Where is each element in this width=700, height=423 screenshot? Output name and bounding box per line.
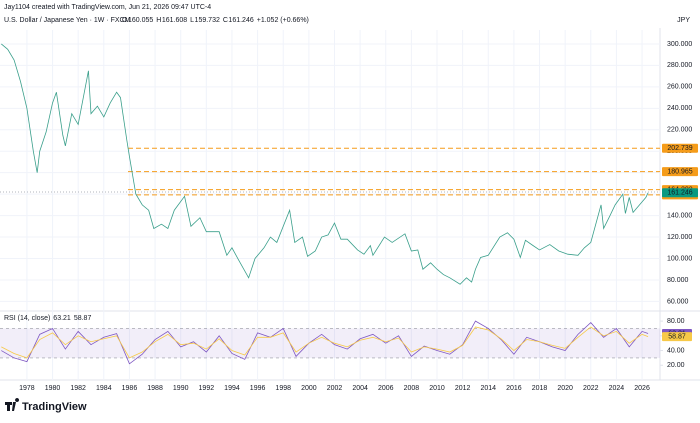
x-tick-label: 1996 bbox=[250, 385, 266, 392]
rsi-value-box bbox=[662, 332, 692, 342]
x-tick-label: 2012 bbox=[455, 385, 471, 392]
ohlc-value: 161.608 bbox=[162, 17, 187, 24]
y-tick-label: 220.000 bbox=[667, 127, 692, 134]
ohlc-value: 160.055 bbox=[128, 17, 153, 24]
level-box bbox=[662, 143, 698, 153]
y-tick-label: 140.000 bbox=[667, 212, 692, 219]
x-tick-label: 2002 bbox=[327, 385, 343, 392]
currency: JPY bbox=[677, 17, 690, 24]
rsi-band bbox=[0, 328, 660, 358]
ohlc-value: 159.732 bbox=[195, 17, 220, 24]
legend-entry: 63.21 bbox=[53, 315, 71, 322]
y-tick-label: 240.000 bbox=[667, 105, 692, 112]
level-label: 180.965 bbox=[667, 168, 692, 175]
price-line bbox=[1, 43, 649, 285]
ohlc-label: O bbox=[122, 17, 128, 24]
change: +1.052 (+0.66%) bbox=[257, 17, 309, 24]
level-label: 202.739 bbox=[667, 145, 692, 152]
x-tick-label: 2006 bbox=[378, 385, 394, 392]
ohlc-label: H bbox=[156, 17, 161, 24]
x-tick-label: 1988 bbox=[147, 385, 163, 392]
symbol: U.S. Dollar / Japanese Yen · 1W · FXCM bbox=[4, 17, 131, 24]
y-tick-label: 40.00 bbox=[667, 347, 685, 354]
y-tick-label: 100.000 bbox=[667, 255, 692, 262]
x-tick-label: 2022 bbox=[583, 385, 599, 392]
x-tick-label: 1982 bbox=[70, 385, 86, 392]
x-tick-label: 2018 bbox=[532, 385, 548, 392]
ohlc-label: L bbox=[190, 17, 194, 24]
x-tick-label: 2024 bbox=[609, 385, 625, 392]
last-price-label: 161.246 bbox=[667, 190, 692, 197]
level-box bbox=[662, 167, 698, 177]
x-tick-label: 1986 bbox=[122, 385, 138, 392]
y-tick-label: 280.000 bbox=[667, 62, 692, 69]
x-tick-label: 2014 bbox=[480, 385, 496, 392]
x-tick-label: 1998 bbox=[275, 385, 291, 392]
rsi-line bbox=[1, 320, 649, 365]
x-tick-label: 2020 bbox=[557, 385, 573, 392]
logo: TradingView bbox=[5, 398, 87, 413]
x-tick-label: 1992 bbox=[199, 385, 215, 392]
ohlc-value: 161.246 bbox=[228, 17, 253, 24]
rsi-title: RSI (14, close) bbox=[4, 315, 50, 322]
x-tick-label: 2000 bbox=[301, 385, 317, 392]
x-tick-label: 1978 bbox=[19, 385, 35, 392]
y-tick-label: 60.000 bbox=[667, 298, 689, 305]
x-tick-label: 1984 bbox=[96, 385, 112, 392]
x-tick-label: 2004 bbox=[352, 385, 368, 392]
y-tick-label: 20.00 bbox=[667, 362, 685, 369]
y-tick-label: 80.00 bbox=[667, 318, 685, 325]
y-tick-label: 300.000 bbox=[667, 41, 692, 48]
legend-entry: 58.87 bbox=[74, 315, 92, 322]
x-tick-label: 2026 bbox=[634, 385, 650, 392]
rsi-line bbox=[1, 326, 649, 359]
ohlc-label: C bbox=[223, 17, 228, 24]
y-tick-label: 80.000 bbox=[667, 277, 689, 284]
logo-text: TradingView bbox=[22, 401, 87, 413]
x-tick-label: 1994 bbox=[224, 385, 240, 392]
ohlc: O 160.055 H 161.608 L 159.732 C 161.246 +1.052 (… bbox=[122, 17, 309, 24]
credit: Jay1104 created with TradingView.com, Ju… bbox=[4, 4, 211, 11]
x-tick-label: 2008 bbox=[404, 385, 420, 392]
y-tick-label: 260.000 bbox=[667, 84, 692, 91]
x-tick-label: 2016 bbox=[506, 385, 522, 392]
last-price-box bbox=[662, 188, 698, 198]
x-tick-label: 1990 bbox=[173, 385, 189, 392]
x-tick-label: 1980 bbox=[45, 385, 61, 392]
rsi-value-label: 58.87 bbox=[668, 333, 686, 340]
x-tick-label: 2010 bbox=[429, 385, 445, 392]
y-tick-label: 120.000 bbox=[667, 234, 692, 241]
